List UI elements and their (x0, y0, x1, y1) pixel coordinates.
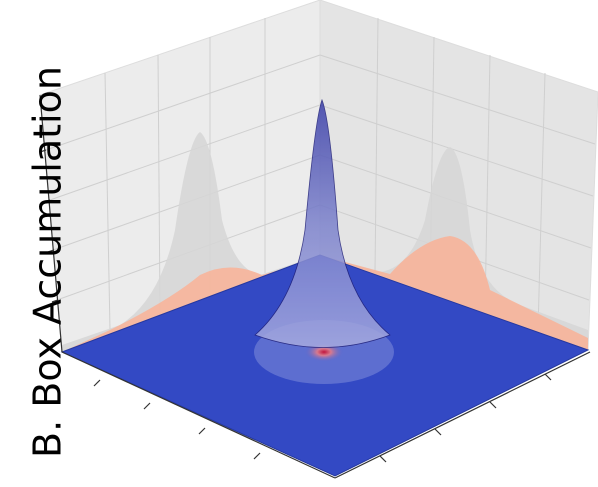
surface-peak (254, 98, 391, 348)
z-axis-label: B. Box Accumulation (26, 66, 70, 458)
left-profile (62, 132, 320, 352)
right-profile-orange (330, 236, 588, 350)
wall-grid (45, 17, 596, 331)
axis-ticks (39, 94, 591, 479)
